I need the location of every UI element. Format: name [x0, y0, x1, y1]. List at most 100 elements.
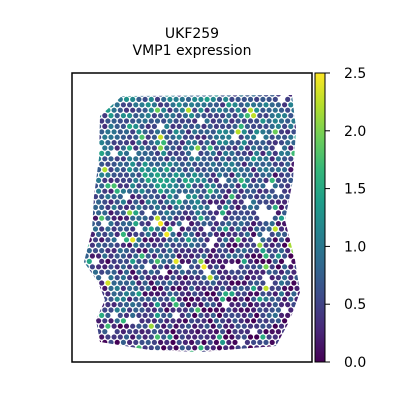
spot-point	[189, 296, 195, 302]
spot-point	[77, 189, 82, 194]
spot-point	[198, 215, 204, 221]
spot-point	[201, 253, 207, 259]
spot-point	[139, 221, 145, 227]
spot-point	[86, 150, 92, 156]
spot-point	[148, 291, 154, 297]
spot-point	[158, 264, 164, 270]
spot-point	[223, 118, 229, 124]
spot-point	[154, 172, 161, 178]
spot-point	[226, 95, 232, 97]
spot-point	[241, 323, 247, 329]
spot-point	[114, 221, 120, 227]
spot-point	[263, 199, 269, 205]
spot-point	[123, 334, 130, 340]
spot-point	[301, 210, 306, 215]
spot-point	[189, 350, 195, 352]
spot-point	[213, 113, 219, 119]
spot-point	[123, 215, 130, 221]
spot-point	[89, 134, 95, 140]
spot-point	[291, 129, 297, 135]
spot-point	[201, 318, 207, 324]
spot-point	[185, 129, 192, 135]
spot-point	[170, 329, 176, 335]
spot-point	[220, 221, 226, 227]
spot-point	[251, 242, 257, 248]
spot-point	[84, 113, 89, 119]
spot-point	[170, 102, 176, 108]
spot-point	[92, 237, 99, 243]
spot-point	[251, 264, 257, 270]
spot-point	[120, 134, 126, 140]
spot-point	[158, 221, 164, 227]
spot-point	[272, 237, 278, 243]
spot-point	[170, 339, 176, 345]
spot-point	[254, 280, 260, 286]
spot-point	[235, 96, 241, 102]
spot-point	[158, 350, 164, 352]
spot-point	[151, 275, 157, 281]
spot-point	[120, 350, 127, 352]
spot-point	[111, 172, 117, 178]
spot-point	[232, 253, 238, 259]
spot-point	[232, 350, 238, 352]
spot-point	[288, 123, 294, 129]
spot-point	[201, 95, 207, 97]
spot-point	[263, 318, 269, 324]
spot-point	[226, 231, 232, 237]
spot-point	[130, 140, 136, 146]
spot-point	[158, 95, 164, 97]
spot-point	[257, 231, 263, 237]
spot-point	[99, 215, 105, 221]
spot-point	[288, 210, 294, 216]
spot-point	[77, 329, 82, 334]
spot-point	[192, 258, 198, 264]
spot-point	[195, 296, 201, 302]
spot-point	[114, 102, 120, 108]
spot-point	[223, 226, 229, 232]
spot-point	[241, 183, 247, 189]
spot-point	[92, 215, 99, 221]
spot-point	[220, 156, 226, 162]
spot-point	[238, 156, 244, 162]
spot-point	[151, 318, 157, 324]
spot-point	[257, 339, 263, 345]
chart-title: UKF259	[164, 26, 220, 42]
spot-point	[111, 161, 117, 167]
spot-point	[151, 177, 157, 183]
spot-point	[130, 172, 136, 178]
spot-point	[185, 345, 192, 351]
spot-point	[285, 96, 291, 102]
spot-point	[275, 210, 281, 216]
spot-point	[297, 194, 300, 200]
spot-point	[192, 237, 198, 243]
spot-point	[133, 253, 139, 259]
spot-point	[297, 302, 300, 308]
spot-point	[207, 264, 213, 270]
spot-point	[142, 269, 148, 275]
spot-point	[288, 296, 294, 302]
spot-point	[142, 291, 148, 297]
spot-point	[204, 258, 210, 264]
spot-point	[167, 140, 173, 146]
spot-point	[102, 145, 108, 151]
spot-point	[263, 296, 269, 302]
spot-point	[285, 194, 291, 200]
spot-point	[294, 253, 300, 259]
spot-point	[154, 280, 161, 286]
spot-point	[291, 334, 297, 340]
spot-point	[139, 145, 145, 151]
spot-point	[238, 199, 244, 205]
spot-point	[278, 237, 285, 243]
spot-point	[105, 323, 111, 329]
spot-point	[304, 205, 309, 210]
spot-point	[294, 285, 300, 291]
spot-point	[133, 134, 139, 140]
spot-point	[247, 323, 254, 329]
spot-point	[241, 194, 247, 200]
spot-point	[145, 102, 151, 108]
spot-point	[123, 226, 130, 232]
spot-point	[151, 199, 157, 205]
spot-point	[229, 150, 235, 156]
spot-point	[198, 129, 204, 135]
spot-point	[99, 334, 105, 340]
